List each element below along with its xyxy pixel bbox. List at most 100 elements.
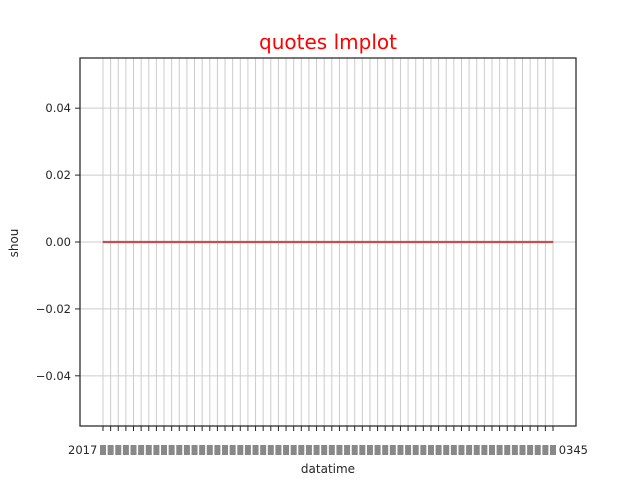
x-tick-label-overlap: [511, 445, 518, 455]
x-tick-label-overlap: [534, 445, 541, 455]
data-point: [521, 241, 524, 243]
data-point: [460, 241, 463, 243]
x-tick-label-overlap: [466, 445, 473, 455]
data-point: [483, 241, 485, 243]
data-point: [315, 241, 318, 243]
x-tick-label-overlap: [359, 445, 366, 455]
x-tick-label-overlap: [252, 445, 259, 455]
data-point: [468, 241, 470, 243]
data-point: [376, 241, 379, 243]
x-tick-label-overlap: [283, 445, 290, 455]
data-point: [216, 241, 219, 243]
data-point: [308, 241, 310, 243]
data-point: [331, 241, 333, 243]
x-tick-label-overlap: [481, 445, 488, 455]
x-tick-label-overlap: [191, 445, 198, 455]
data-point: [422, 241, 424, 243]
data-point: [361, 241, 363, 243]
data-point: [201, 241, 203, 243]
x-tick-label-overlap: [153, 445, 160, 455]
data-point: [178, 241, 180, 243]
x-axis-label: datatime: [301, 462, 355, 476]
x-tick-label-overlap: [107, 445, 114, 455]
x-tick-label-overlap: [420, 445, 427, 455]
data-point: [171, 241, 173, 243]
x-tick-label-overlap: [161, 445, 168, 455]
y-axis-label: shou: [7, 229, 21, 258]
data-point: [239, 241, 241, 243]
x-tick-label-overlap: [527, 445, 534, 455]
data-point: [537, 241, 539, 243]
data-point: [300, 241, 302, 243]
data-point: [338, 241, 341, 243]
data-point: [155, 241, 157, 243]
x-tick-label-overlap: [130, 445, 137, 455]
x-tick-label: 2017: [68, 443, 97, 457]
x-tick-label: 0345: [559, 443, 588, 457]
x-tick-label-overlap: [550, 445, 556, 455]
data-point: [270, 241, 272, 243]
x-tick-label-overlap: [313, 445, 320, 455]
x-tick-label-overlap: [382, 445, 389, 455]
chart-title: quotes lmplot: [259, 30, 397, 54]
data-point: [415, 241, 417, 243]
x-tick-label-overlap: [504, 445, 511, 455]
data-point: [453, 241, 455, 243]
x-ticks: 2017 0345: [68, 426, 588, 457]
data-point: [399, 241, 402, 243]
data-point: [437, 241, 440, 243]
x-tick-label-overlap: [374, 445, 381, 455]
x-tick-label-overlap: [290, 445, 297, 455]
x-tick-label-overlap: [222, 445, 229, 455]
x-tick-label-overlap: [229, 445, 236, 455]
data-point: [193, 241, 196, 243]
x-tick-label-overlap: [244, 445, 251, 455]
data-point: [384, 241, 386, 243]
data-point: [407, 241, 409, 243]
x-tick-label-overlap: [473, 445, 480, 455]
x-tick-label-overlap: [206, 445, 213, 455]
y-tick-label: −0.02: [36, 302, 71, 316]
x-tick-label-overlap: [389, 445, 396, 455]
x-tick-label-overlap: [305, 445, 312, 455]
x-tick-label-overlap: [405, 445, 412, 455]
x-tick-label-overlap: [496, 445, 503, 455]
data-point: [369, 241, 371, 243]
x-tick-label-overlap: [183, 445, 190, 455]
x-tick-label-overlap: [122, 445, 129, 455]
x-tick-label-overlap: [397, 445, 404, 455]
x-tick-label-overlap: [298, 445, 305, 455]
data-point: [346, 241, 348, 243]
x-tick-label-overlap: [115, 445, 122, 455]
data-point: [514, 241, 516, 243]
data-point: [262, 241, 264, 243]
x-tick-label-overlap: [176, 445, 183, 455]
data-point: [392, 241, 394, 243]
data-point: [285, 241, 287, 243]
data-point: [529, 241, 531, 243]
y-tick-label: 0.02: [45, 168, 71, 182]
x-tick-label-overlap: [519, 445, 526, 455]
y-tick-label: −0.04: [36, 369, 71, 383]
x-tick-label-overlap: [366, 445, 373, 455]
x-tick-label-overlap: [412, 445, 419, 455]
data-point: [323, 241, 325, 243]
y-tick-label: 0.00: [45, 235, 71, 249]
data-point: [499, 241, 501, 243]
x-tick-label-overlap: [145, 445, 152, 455]
x-tick-label-overlap: [450, 445, 457, 455]
data-point: [209, 241, 211, 243]
data-point: [552, 241, 554, 243]
data-point: [163, 241, 165, 243]
x-tick-label-overlap: [351, 445, 358, 455]
x-tick-label-overlap: [344, 445, 351, 455]
data-point: [254, 241, 257, 243]
series-line-group: [102, 240, 554, 244]
data-point: [476, 241, 478, 243]
data-point: [125, 241, 127, 243]
data-point: [491, 241, 493, 243]
x-tick-label-overlap: [199, 445, 206, 455]
x-tick-label-overlap: [435, 445, 442, 455]
x-tick-label-overlap: [488, 445, 495, 455]
data-point: [117, 241, 119, 243]
